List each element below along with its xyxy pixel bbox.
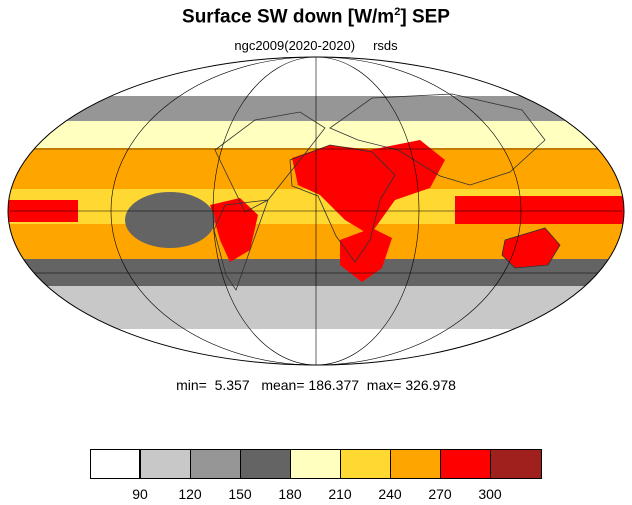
sahara-arabia-hotspot <box>292 140 445 235</box>
min-value: 5.357 <box>214 377 250 393</box>
colorbar-tick-label: 180 <box>278 486 302 502</box>
subtitle-variable: rsds <box>373 38 398 53</box>
mean-value: 186.377 <box>308 377 360 393</box>
world-map <box>7 56 625 366</box>
colorbar-tick-label: 210 <box>328 486 352 502</box>
amazon-cloud-patch <box>125 192 215 248</box>
mean-label: mean= <box>261 377 305 393</box>
max-label: max= <box>366 377 402 393</box>
title-text: Surface SW down [W/m <box>182 6 395 28</box>
colorbar-tick-label: 150 <box>228 486 252 502</box>
max-value: 326.978 <box>405 377 456 393</box>
colorbar-box <box>190 449 241 479</box>
southern-africa-hotspot <box>340 228 392 282</box>
colorbar-box <box>440 449 491 479</box>
colorbar-box <box>390 449 441 479</box>
maritime-continent-hotspot <box>455 196 624 224</box>
colorbar-tick-label: 270 <box>428 486 452 502</box>
colorbar-box <box>340 449 391 479</box>
australia-hotspot <box>502 228 560 268</box>
colorbar-tick-label: 300 <box>478 486 502 502</box>
colorbar-box <box>90 449 140 479</box>
map-statistics: min= 5.357 mean= 186.377 max= 326.978 <box>0 377 632 393</box>
coastlines <box>213 93 561 291</box>
colorbar-tick-label: 240 <box>378 486 402 502</box>
colorbar-box <box>490 449 542 479</box>
colorbar-box <box>240 449 291 479</box>
title-superscript: 2 <box>394 6 401 18</box>
andes-hotspot <box>210 198 258 262</box>
map-border <box>7 56 625 366</box>
plot-title: Surface SW down [W/m2] SEP <box>0 6 632 28</box>
colorbar-tick-label: 90 <box>132 486 148 502</box>
min-label: min= <box>176 377 207 393</box>
title-suffix: ] SEP <box>400 6 450 28</box>
colorbar-box <box>140 449 191 479</box>
plot-subtitle: ngc2009(2020-2020) rsds <box>0 38 632 53</box>
subtitle-case: ngc2009(2020-2020) <box>234 38 356 53</box>
colorbar-box <box>290 449 341 479</box>
colorbar-tick-label: 120 <box>178 486 202 502</box>
